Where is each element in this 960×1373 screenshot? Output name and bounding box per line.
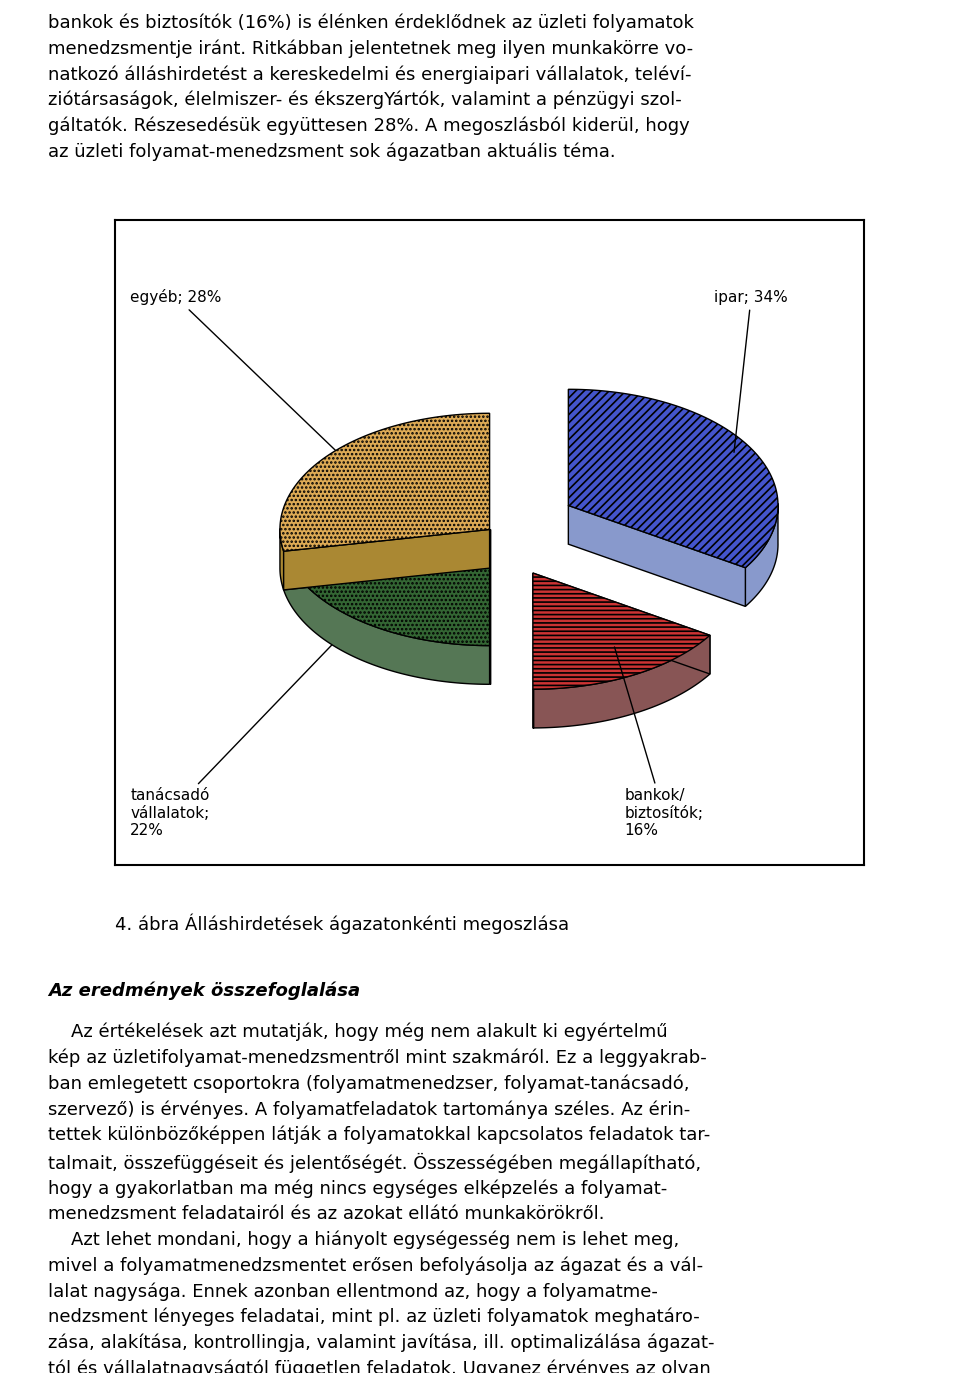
- Polygon shape: [533, 636, 709, 728]
- Text: ipar; 34%: ipar; 34%: [714, 290, 788, 452]
- Polygon shape: [280, 413, 490, 551]
- Text: egyéb; 28%: egyéb; 28%: [131, 290, 350, 464]
- Polygon shape: [533, 573, 709, 674]
- Text: bankok/
biztosítók;
16%: bankok/ biztosítók; 16%: [614, 647, 704, 839]
- Polygon shape: [568, 390, 778, 567]
- Polygon shape: [568, 505, 745, 607]
- Polygon shape: [280, 529, 283, 590]
- Polygon shape: [745, 504, 778, 607]
- Polygon shape: [283, 530, 490, 645]
- Polygon shape: [283, 551, 490, 684]
- Text: Az eredmények összefoglalása: Az eredmények összefoglalása: [48, 982, 360, 1000]
- Polygon shape: [283, 530, 490, 590]
- Text: bankok és biztosítók (16%) is élénken érdeklődnek az üzleti folyamatok
menedzsme: bankok és biztosítók (16%) is élénken ér…: [48, 14, 694, 161]
- Polygon shape: [533, 573, 709, 689]
- Polygon shape: [283, 530, 490, 590]
- Text: 4. ábra Álláshirdetések ágazatonkénti megoszlása: 4. ábra Álláshirdetések ágazatonkénti me…: [115, 913, 569, 934]
- Text: tanácsadó
vállalatok;
22%: tanácsadó vállalatok; 22%: [131, 595, 381, 839]
- Text: Az értékelések azt mutatják, hogy még nem alakult ki egyértelmű
kép az üzletifol: Az értékelések azt mutatják, hogy még ne…: [48, 1023, 714, 1373]
